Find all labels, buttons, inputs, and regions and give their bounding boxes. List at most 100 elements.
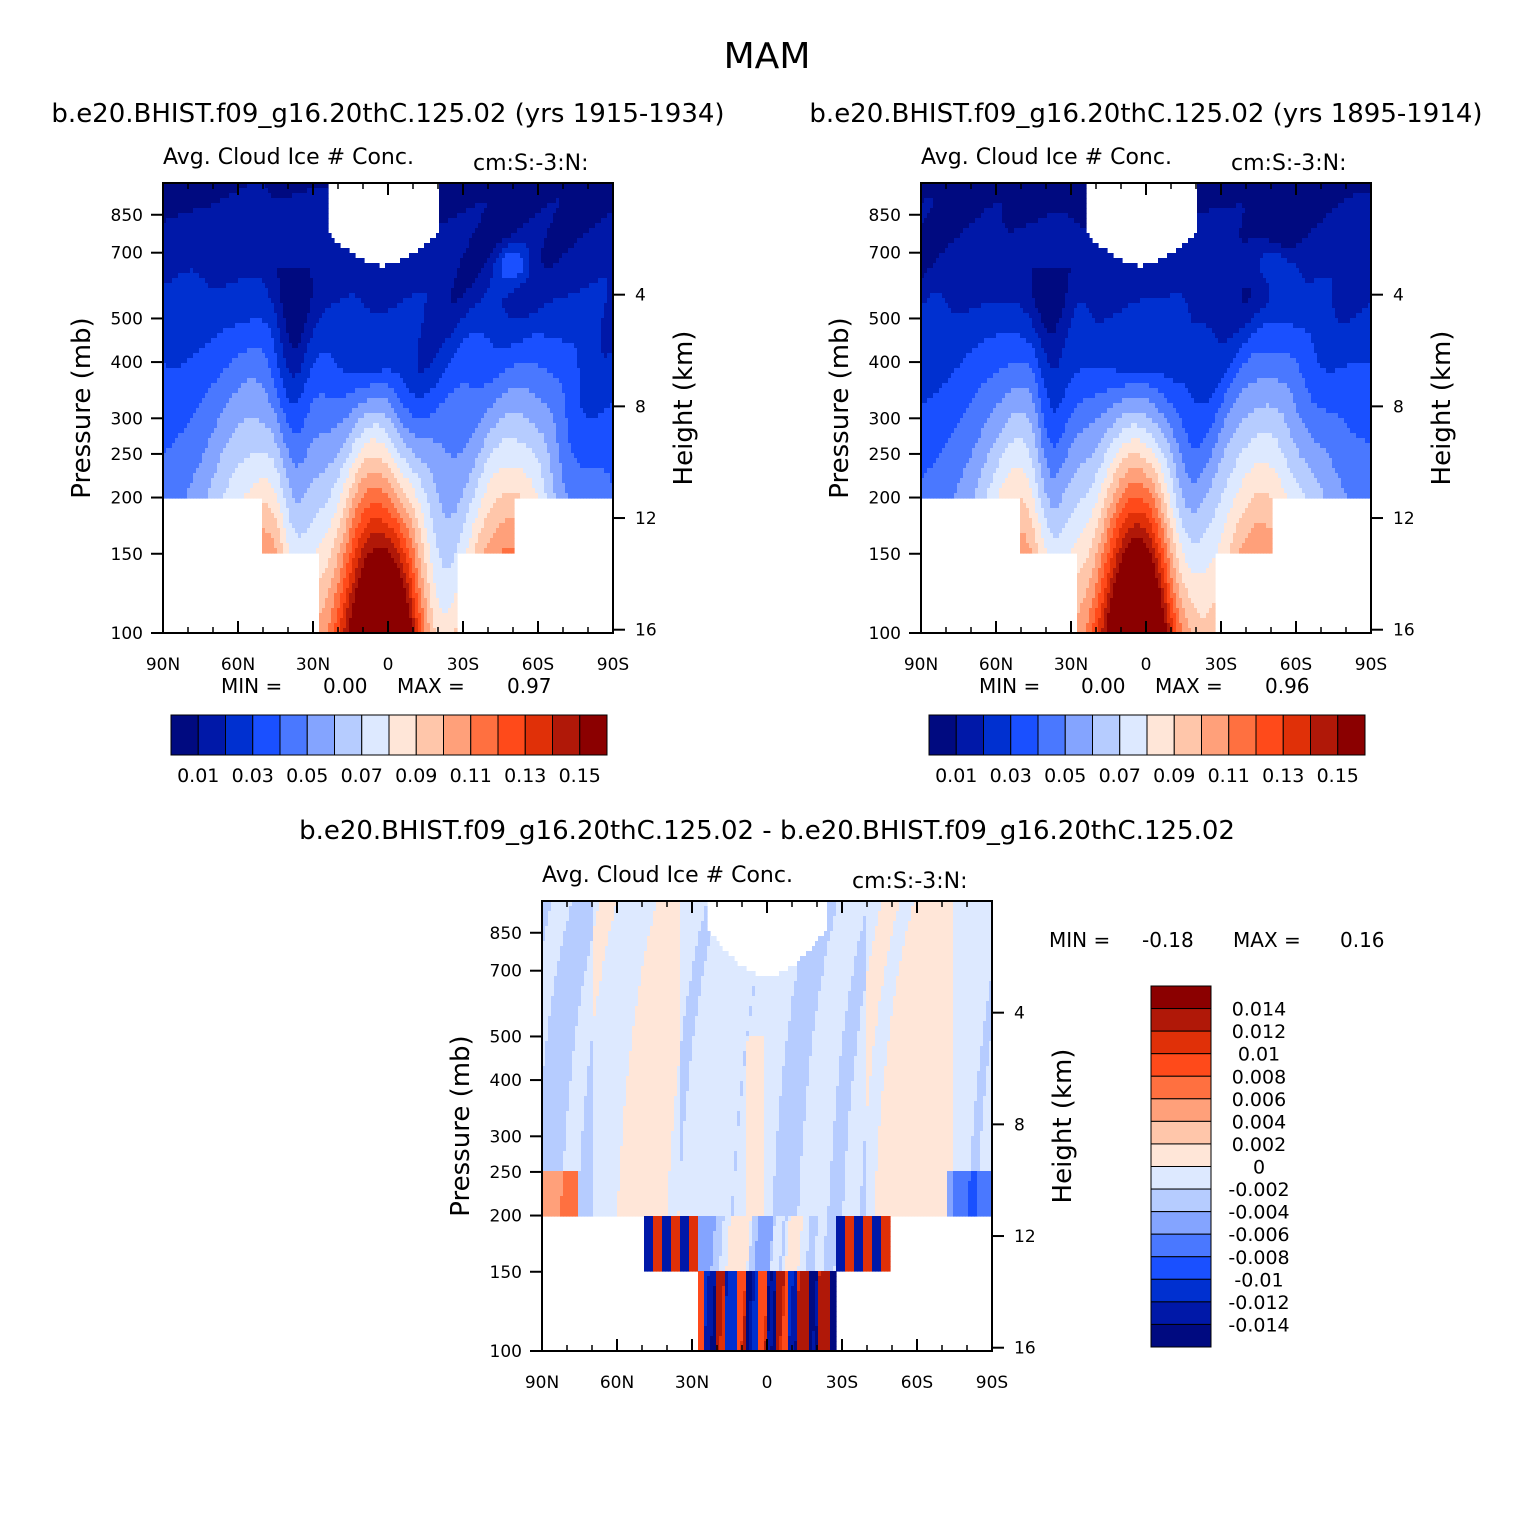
- panel-1-cell: [538, 233, 542, 239]
- panel-1-cell: [433, 238, 437, 244]
- panel-1-cell: [577, 248, 581, 254]
- panel-1-cell: [187, 283, 191, 289]
- panel-1-cell: [601, 353, 605, 359]
- panel-1-cell: [562, 268, 566, 274]
- panel-1-cell: [571, 353, 575, 359]
- panel-1-cell: [445, 343, 449, 349]
- panel-1-cell: [379, 363, 383, 369]
- panel-1-cell: [184, 278, 188, 284]
- panel-1-cell: [253, 363, 257, 369]
- panel-1-cell: [490, 313, 494, 319]
- panel-1-cell: [262, 348, 266, 354]
- panel-1-cell: [499, 183, 503, 189]
- panel-1-cell: [469, 338, 473, 344]
- panel-1-cell: [313, 343, 317, 349]
- panel-1-cell: [163, 243, 167, 249]
- panel-1-cell: [379, 353, 383, 359]
- panel-1-cell: [358, 278, 362, 284]
- panel-1-cell: [163, 338, 167, 344]
- panel-1-cell: [454, 213, 458, 219]
- panel-1-cell: [604, 258, 608, 264]
- panel-1-cell: [451, 238, 455, 244]
- panel-1-cell: [505, 233, 509, 239]
- panel-1-cell: [439, 188, 443, 194]
- panel-1-cell: [532, 358, 536, 364]
- panel-1-cell: [484, 343, 488, 349]
- panel-1-cell: [253, 238, 257, 244]
- panel-1-cell: [487, 188, 491, 194]
- panel-1-cell: [190, 353, 194, 359]
- panel-1-cell: [205, 213, 209, 219]
- panel-1-cell: [436, 263, 440, 269]
- panel-1-cell: [553, 268, 557, 274]
- panel-1-cell: [478, 348, 482, 354]
- panel-1-cell: [583, 248, 587, 254]
- panel-1-cell: [247, 218, 251, 224]
- panel-1-cell: [547, 203, 551, 209]
- panel-1-cell: [268, 253, 272, 259]
- panel-1-cell: [220, 323, 224, 329]
- panel-1-cell: [466, 258, 470, 264]
- panel-1-cell: [457, 328, 461, 334]
- panel-1-cell: [556, 323, 560, 329]
- panel-1-cell: [400, 333, 404, 339]
- panel-1-cell: [505, 193, 509, 199]
- panel-1-cell: [388, 338, 392, 344]
- panel-1-cell: [295, 268, 299, 274]
- panel-1-cell: [271, 313, 275, 319]
- panel-1-cell: [442, 313, 446, 319]
- panel-1-cell: [373, 298, 377, 304]
- panel-1-cell: [169, 203, 173, 209]
- panel-1-cell: [568, 353, 572, 359]
- panel-1-cell: [286, 238, 290, 244]
- panel-1-cell: [532, 333, 536, 339]
- panel-1-cell: [481, 303, 485, 309]
- panel-1-cell: [475, 243, 479, 249]
- panel-1-cell: [397, 328, 401, 334]
- panel-1-cell: [520, 243, 524, 249]
- panel-1-cell: [286, 188, 290, 194]
- panel-1-cell: [595, 293, 599, 299]
- panel-1-cell: [325, 258, 329, 264]
- panel-1-cell: [433, 308, 437, 314]
- panel-1-cell: [421, 258, 425, 264]
- panel-1-cell: [310, 288, 314, 294]
- panel-1-cell: [292, 188, 296, 194]
- panel-1-cell: [178, 183, 182, 189]
- panel-1-cell: [523, 308, 527, 314]
- panel-1-cell: [283, 193, 287, 199]
- panel-1-cell: [436, 353, 440, 359]
- panel-1-cell: [478, 218, 482, 224]
- panel-1-cell: [526, 263, 530, 269]
- panel-1-cell: [433, 358, 437, 364]
- panel-1-cell: [547, 233, 551, 239]
- panel-1-cell: [193, 243, 197, 249]
- panel-1-cell: [559, 313, 563, 319]
- panel-1-cell: [235, 328, 239, 334]
- panel-1-cell: [322, 223, 326, 229]
- panel-1-cell: [199, 228, 203, 234]
- panel-1-cell: [406, 283, 410, 289]
- panel-1-cell: [340, 263, 344, 269]
- panel-1-cell: [598, 323, 602, 329]
- panel-1-cell: [289, 278, 293, 284]
- panel-1-cell: [166, 288, 170, 294]
- panel-1-cell: [274, 223, 278, 229]
- panel-1-cell: [601, 268, 605, 274]
- panel-1-cell: [499, 208, 503, 214]
- panel-1-cell: [259, 318, 263, 324]
- panel-1-cell: [418, 338, 422, 344]
- panel-1-cell: [409, 258, 413, 264]
- panel-1-cell: [289, 303, 293, 309]
- panel-1-cell: [166, 298, 170, 304]
- panel-1-cell: [370, 313, 374, 319]
- panel-1-cell: [175, 288, 179, 294]
- panel-1-cell: [322, 288, 326, 294]
- panel-1-cell: [214, 318, 218, 324]
- panel-1-cell: [481, 313, 485, 319]
- panel-1-cell: [514, 228, 518, 234]
- panel-1-cell: [535, 188, 539, 194]
- panel-1-cell: [457, 248, 461, 254]
- panel-1-cell: [442, 268, 446, 274]
- panel-1-cell: [349, 353, 353, 359]
